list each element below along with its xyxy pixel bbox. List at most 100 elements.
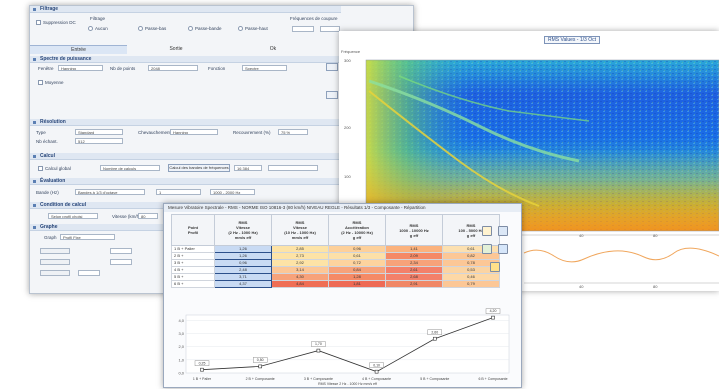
type-select[interactable]: Standard xyxy=(75,129,123,135)
table-row[interactable]: 6 B +4,37 4,84 1,81 2,91 0,79 xyxy=(171,280,500,288)
data-point[interactable] xyxy=(491,315,495,320)
table-row[interactable]: 3 B +0,96 2,92 0,72 2,34 0,78 xyxy=(171,259,500,267)
table-cell[interactable]: 4,84 xyxy=(271,280,329,288)
table-cell[interactable]: 0,72 xyxy=(328,259,386,267)
results-window: Mesure Vibratoire Spectrale - RMS - NORM… xyxy=(163,203,522,388)
table-cell[interactable]: 4,30 xyxy=(271,273,329,281)
data-point[interactable] xyxy=(316,348,321,353)
fenetre-select[interactable]: Hanning xyxy=(58,65,103,71)
overlap-select[interactable]: Hanning xyxy=(170,129,218,135)
section-spectre[interactable]: Spectre de puissance xyxy=(30,56,341,63)
nb-echant-field[interactable]: 512 xyxy=(75,138,123,144)
radio-passe-haut[interactable] xyxy=(238,26,243,31)
table-cell[interactable]: 2,09 xyxy=(385,252,443,260)
table-cell[interactable]: 1,26 xyxy=(214,245,272,253)
radio-passe-bande[interactable] xyxy=(188,26,193,31)
x-category-label: 6 B + Composante xyxy=(478,377,507,381)
table-cell[interactable]: 0,84 xyxy=(328,266,386,274)
radio-passe-bas[interactable] xyxy=(138,26,143,31)
excel-icon[interactable] xyxy=(482,244,492,254)
table-header[interactable]: RMS Accélération (2 Hz - 10000 Hz) g eff xyxy=(328,214,386,246)
table-cell[interactable]: 1,81 xyxy=(328,280,386,288)
print-icon[interactable] xyxy=(498,226,508,236)
table-cell[interactable]: 0,96 xyxy=(328,245,386,253)
radio-passe-bande-label: Passe-bande xyxy=(195,26,222,31)
bande-label: Bande (Hz) xyxy=(36,190,59,195)
export-icon[interactable] xyxy=(482,226,492,236)
table-cell[interactable]: 2,48 xyxy=(214,266,272,274)
moyenne-checkbox[interactable] xyxy=(38,80,43,85)
table-cell[interactable]: 2,73 xyxy=(271,252,329,260)
condition-select[interactable]: Selon profil choisi xyxy=(48,213,98,219)
data-point[interactable] xyxy=(200,367,204,372)
table-cell[interactable]: 2,85 xyxy=(271,245,329,253)
table-header[interactable]: RMS 1000 - 10000 Hz g eff xyxy=(385,214,443,246)
table-cell[interactable]: 0,79 xyxy=(442,280,500,288)
spectrogram-title[interactable]: RMS Values - 1/3 Oct xyxy=(544,36,600,44)
data-point[interactable] xyxy=(258,364,262,369)
table-row[interactable]: 2 B +1,26 2,73 0,61 2,09 0,82 xyxy=(171,252,500,260)
spectre-side-button-2[interactable] xyxy=(326,91,338,99)
table-cell[interactable]: 2,68 xyxy=(385,273,443,281)
table-cell[interactable]: 2,92 xyxy=(271,259,329,267)
graph-option-field-4[interactable] xyxy=(78,270,100,276)
calcul-field[interactable]: Nombre de calculs xyxy=(100,165,160,171)
table-row[interactable]: 5 B +3,71 4,30 1,28 2,68 0,46 xyxy=(171,273,500,281)
table-cell[interactable]: 1,28 xyxy=(328,273,386,281)
section-filtrage[interactable]: Filtrage xyxy=(30,6,341,13)
section-resolution[interactable]: Résolution xyxy=(30,119,341,126)
tab-entree[interactable]: Entrée xyxy=(30,45,127,54)
plot-area xyxy=(185,314,510,374)
tab-ok[interactable]: Ok xyxy=(269,46,277,52)
calcul-num-field[interactable]: 16 384 xyxy=(234,165,262,171)
radio-aucun[interactable] xyxy=(88,26,93,31)
table-cell[interactable]: 0,96 xyxy=(214,259,272,267)
table-cell[interactable]: 1,41 xyxy=(385,245,443,253)
table-cell[interactable]: 2,61 xyxy=(385,266,443,274)
bande-select-3[interactable]: 1000 - 2000 Hz xyxy=(210,189,255,195)
fonction-select[interactable]: Spectre xyxy=(242,65,287,71)
spectre-side-button[interactable] xyxy=(326,63,338,71)
graph-select[interactable]: Profil Fixe xyxy=(60,234,115,240)
graph-option-field-2[interactable] xyxy=(40,259,70,265)
graph-option-field-5[interactable] xyxy=(110,248,132,254)
bande-select-2[interactable]: 1 xyxy=(156,189,201,195)
recouvrement-select[interactable]: 75 % xyxy=(278,129,308,135)
graph-option-field-1[interactable] xyxy=(40,248,70,254)
freq-high-field[interactable] xyxy=(320,26,340,32)
vitesse-field[interactable]: 80 xyxy=(138,213,158,219)
table-cell[interactable]: 2,91 xyxy=(385,280,443,288)
results-line-chart[interactable]: 4,0 3,0 2,0 1,0 0,0 0,25 1 B + Palier 0,50 2 B +… xyxy=(164,301,521,386)
freq-low-field[interactable] xyxy=(292,26,314,32)
suppression-checkbox[interactable] xyxy=(36,20,41,25)
spectrogram-plot[interactable] xyxy=(365,59,719,232)
nb-points-select[interactable]: 2048 xyxy=(148,65,198,71)
data-point[interactable] xyxy=(432,336,437,341)
calcul-checkbox[interactable] xyxy=(38,166,43,171)
section-evaluation[interactable]: Évaluation xyxy=(30,178,341,185)
table-cell[interactable]: 2,34 xyxy=(385,259,443,267)
calcul-bandes-button[interactable]: Calcul des bandes de fréquences xyxy=(168,164,230,172)
results-caption[interactable]: Mesure Vibratoire Spectrale - RMS - NORM… xyxy=(164,204,521,212)
table-cell[interactable]: 0,46 xyxy=(442,273,500,281)
time-trace-plot[interactable] xyxy=(523,247,719,284)
table-row[interactable]: 4 B +2,48 3,14 0,84 2,61 0,53 xyxy=(171,266,500,274)
bande-select[interactable]: Bandes à 1/3 d'octave xyxy=(75,189,145,195)
data-point[interactable] xyxy=(374,369,379,374)
calcul-extra-field[interactable] xyxy=(268,165,318,171)
graph-option-field-3[interactable] xyxy=(40,270,70,276)
table-cell[interactable]: 1,26 xyxy=(214,252,272,260)
table-row[interactable]: 1 B + Palier 1,26 2,85 0,96 1,41 0,61 xyxy=(171,245,500,253)
note-icon[interactable] xyxy=(490,262,500,272)
section-calcul[interactable]: Calcul xyxy=(30,153,341,160)
tab-sortie[interactable]: Sortie xyxy=(169,46,183,52)
table-cell[interactable]: 0,61 xyxy=(328,252,386,260)
table-header[interactable]: Point Profil xyxy=(171,214,215,246)
refresh-icon[interactable] xyxy=(498,244,508,254)
table-cell[interactable]: 3,71 xyxy=(214,273,272,281)
table-header[interactable]: RMS Vitesse (10 Hz - 1000 Hz) mm/s eff xyxy=(271,214,329,246)
table-cell[interactable]: 3,14 xyxy=(271,266,329,274)
table-cell[interactable]: 4,37 xyxy=(214,280,272,288)
graph-option-field-6[interactable] xyxy=(110,259,132,265)
table-header[interactable]: RMS Vitesse (2 Hz - 1000 Hz) mm/s eff xyxy=(214,214,272,246)
